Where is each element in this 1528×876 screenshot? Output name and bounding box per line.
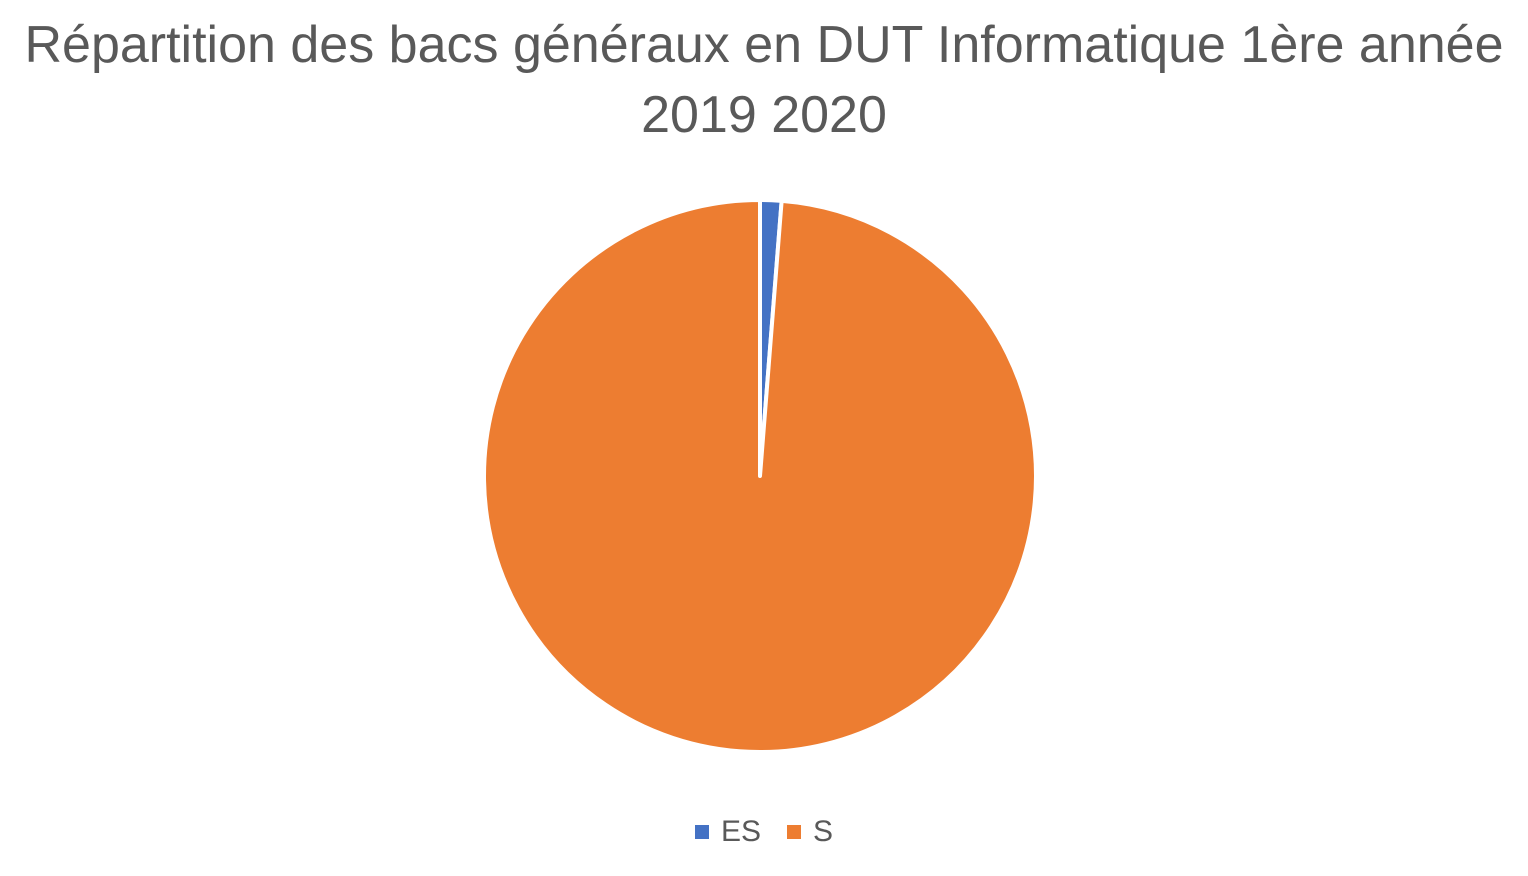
legend-entry-es: ES xyxy=(694,812,761,852)
legend-swatch-es xyxy=(694,825,709,839)
chart-title-line-1: Répartition des bacs généraux en DUT Inf… xyxy=(24,16,1504,74)
legend-label-es: ES xyxy=(720,815,761,848)
chart-title-line-2: 2019 2020 xyxy=(641,86,887,144)
pie-slice-s xyxy=(482,198,1038,754)
legend: ES S xyxy=(0,812,1528,852)
legend-entry-s: S xyxy=(787,812,833,852)
legend-swatch-s xyxy=(787,825,801,839)
pie-slices xyxy=(482,198,1038,754)
chart-title: Répartition des bacs généraux en DUT Inf… xyxy=(0,10,1528,150)
legend-label-s: S xyxy=(813,815,834,848)
